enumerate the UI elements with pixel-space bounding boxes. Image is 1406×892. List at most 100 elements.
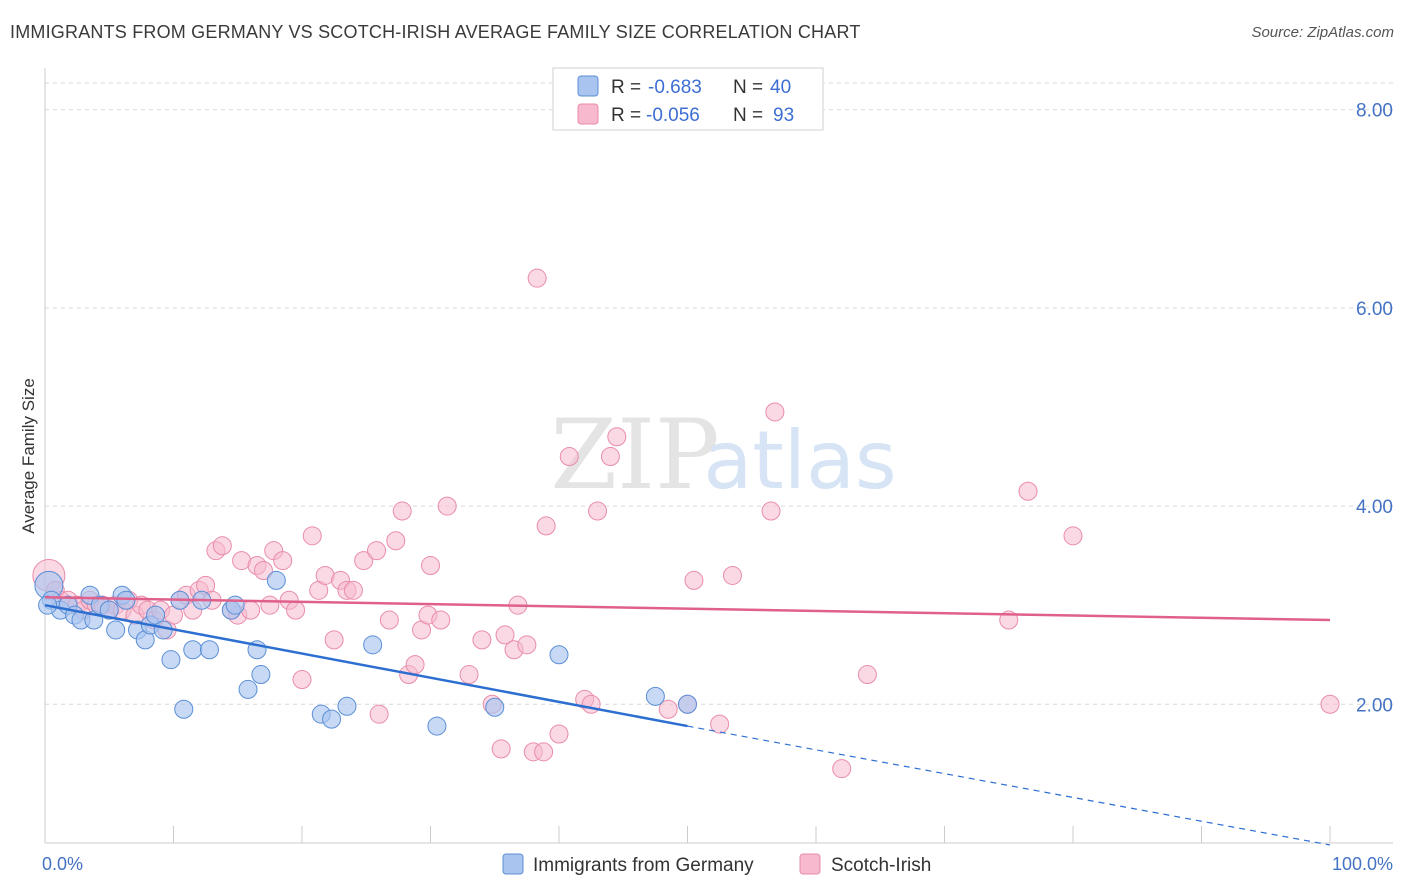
scotch-irish-point — [405, 655, 425, 675]
germany-point — [199, 640, 219, 660]
x-tick-label-1: 100.0% — [1332, 854, 1393, 874]
bottom-legend: Immigrants from Germany Scotch-Irish — [502, 853, 931, 876]
scotch-irish-point — [765, 402, 785, 422]
scotch-irish-point — [588, 501, 608, 521]
scotch-irish-point — [260, 595, 280, 615]
chart-title: IMMIGRANTS FROM GERMANY VS SCOTCH-IRISH … — [10, 22, 861, 42]
series-scotch-irish — [32, 268, 1340, 779]
legend: R = -0.683 N = 40 R = -0.056 N = 93 — [552, 67, 824, 131]
scotch-irish-point — [722, 565, 742, 585]
germany-point — [161, 650, 181, 670]
germany-point — [645, 686, 665, 706]
legend-n-label-1: N = — [733, 77, 763, 98]
germany-trend-extension — [687, 725, 1331, 846]
scotch-irish-point — [273, 551, 293, 571]
scotch-irish-point — [379, 610, 399, 630]
germany-point — [251, 665, 271, 685]
scotch-irish-point — [534, 742, 554, 762]
scotch-irish-point — [495, 625, 515, 645]
scotch-irish-point — [212, 536, 232, 556]
scotch-irish-point — [1063, 526, 1083, 546]
germany-point — [146, 605, 166, 625]
germany-point — [322, 709, 342, 729]
scotch-irish-point — [472, 630, 492, 650]
trend-lines — [44, 596, 1331, 846]
germany-point — [363, 635, 383, 655]
legend-r-value-2: -0.056 — [646, 105, 700, 126]
scotch-irish-point — [684, 570, 704, 590]
scotch-irish-point — [343, 580, 363, 600]
germany-point — [116, 590, 136, 610]
scotch-irish-point — [354, 551, 374, 571]
x-tick-label-0: 0.0% — [42, 854, 83, 874]
scotch-irish-point — [386, 531, 406, 551]
scotch-irish-point — [292, 670, 312, 689]
scotch-irish-point — [1018, 481, 1038, 501]
legend-n-label-2: N = — [733, 105, 763, 126]
germany-point — [99, 600, 119, 620]
axes — [44, 68, 1393, 844]
bottom-legend-swatch-scotch-irish — [799, 853, 821, 875]
legend-r-value-1: -0.683 — [648, 77, 702, 98]
x-tick-labels: 0.0% 100.0% — [42, 854, 1393, 874]
scotch-irish-point — [437, 496, 457, 516]
germany-point — [153, 620, 173, 640]
scotch-irish-point — [581, 694, 601, 714]
scotch-irish-point — [549, 724, 569, 744]
watermark-atlas: atlas — [703, 414, 896, 507]
y-tick-label-1: 4.00 — [1356, 497, 1393, 518]
scotch-irish-point — [536, 516, 556, 536]
scotch-irish-point — [559, 447, 579, 467]
germany-point — [183, 640, 203, 660]
germany-point — [678, 694, 697, 714]
y-axis-label: Average Family Size — [19, 378, 38, 534]
germany-trend-line — [44, 603, 688, 728]
legend-n-value-1: 40 — [770, 77, 791, 98]
germany-point — [174, 699, 194, 719]
scotch-irish-point — [253, 561, 273, 580]
scotch-irish-point — [600, 447, 620, 467]
scotch-irish-point — [527, 268, 547, 288]
y-tick-label-2: 6.00 — [1356, 299, 1393, 320]
scotch-irish-point — [431, 610, 451, 630]
scotch-irish-point — [367, 541, 387, 561]
germany-point — [238, 679, 258, 699]
germany-point — [266, 570, 286, 590]
scotch-irish-trend-line — [44, 596, 1331, 622]
scotch-irish-point — [832, 759, 852, 779]
y-tick-label-0: 2.00 — [1356, 695, 1393, 716]
source-label: Source: ZipAtlas.com — [1251, 24, 1394, 41]
scotch-irish-point — [392, 501, 412, 521]
scotch-irish-point — [302, 526, 322, 546]
scotch-irish-point — [369, 704, 389, 724]
legend-n-value-2: 93 — [773, 105, 794, 126]
bottom-legend-label-scotch-irish: Scotch-Irish — [831, 855, 931, 876]
scotch-irish-point — [1320, 694, 1340, 714]
germany-point — [106, 620, 126, 640]
scotch-irish-point — [286, 600, 306, 620]
germany-point — [427, 716, 447, 736]
scotch-irish-point — [658, 699, 678, 719]
scotch-irish-point — [491, 739, 511, 759]
germany-point — [485, 697, 505, 717]
scotch-irish-point — [857, 665, 877, 685]
germany-point — [225, 595, 245, 615]
scotch-irish-point — [607, 427, 627, 447]
bottom-legend-label-germany: Immigrants from Germany — [533, 855, 754, 876]
bottom-legend-swatch-germany — [502, 853, 524, 875]
scotch-irish-point — [324, 630, 344, 650]
germany-point — [549, 645, 569, 665]
germany-point — [337, 696, 357, 716]
legend-swatch-scotch-irish — [577, 103, 599, 125]
y-tick-labels: 2.00 4.00 6.00 8.00 — [1356, 101, 1393, 717]
scotch-irish-point — [421, 556, 440, 576]
scotch-irish-point — [710, 714, 730, 734]
legend-r-label-1: R = — [611, 77, 641, 98]
watermark: ZIP atlas — [550, 399, 896, 511]
y-tick-label-3: 8.00 — [1356, 101, 1393, 122]
scotch-irish-point — [459, 665, 479, 685]
scotch-irish-point — [761, 501, 781, 521]
legend-r-label-2: R = — [611, 105, 641, 126]
scotch-irish-point — [517, 635, 537, 655]
